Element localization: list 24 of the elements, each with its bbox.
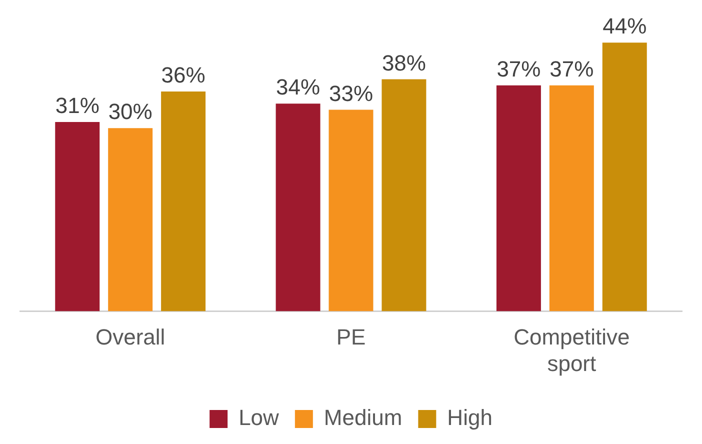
bar xyxy=(549,85,594,312)
data-label: 44% xyxy=(602,14,647,39)
data-label: 33% xyxy=(328,80,374,106)
bar xyxy=(496,85,541,312)
data-label: 36% xyxy=(161,62,206,88)
data-label: 37% xyxy=(496,56,541,82)
legend-label: Medium xyxy=(324,405,402,430)
legend-label: High xyxy=(447,405,492,430)
bar xyxy=(161,91,206,312)
x-tick-label: PE xyxy=(336,324,366,350)
bar xyxy=(108,128,153,312)
data-label: 30% xyxy=(108,99,152,124)
bar xyxy=(55,122,100,312)
bar xyxy=(382,79,426,312)
data-label: 31% xyxy=(55,93,100,118)
x-tick-label: Overall xyxy=(95,324,166,350)
bar xyxy=(276,104,320,312)
bar xyxy=(328,110,374,312)
bar xyxy=(602,42,647,312)
data-label: 37% xyxy=(550,56,594,82)
legend-label: Low xyxy=(238,405,280,430)
data-label: 38% xyxy=(382,50,426,76)
x-tick-label: Competitive sport xyxy=(514,324,630,376)
data-label: 34% xyxy=(276,74,320,100)
